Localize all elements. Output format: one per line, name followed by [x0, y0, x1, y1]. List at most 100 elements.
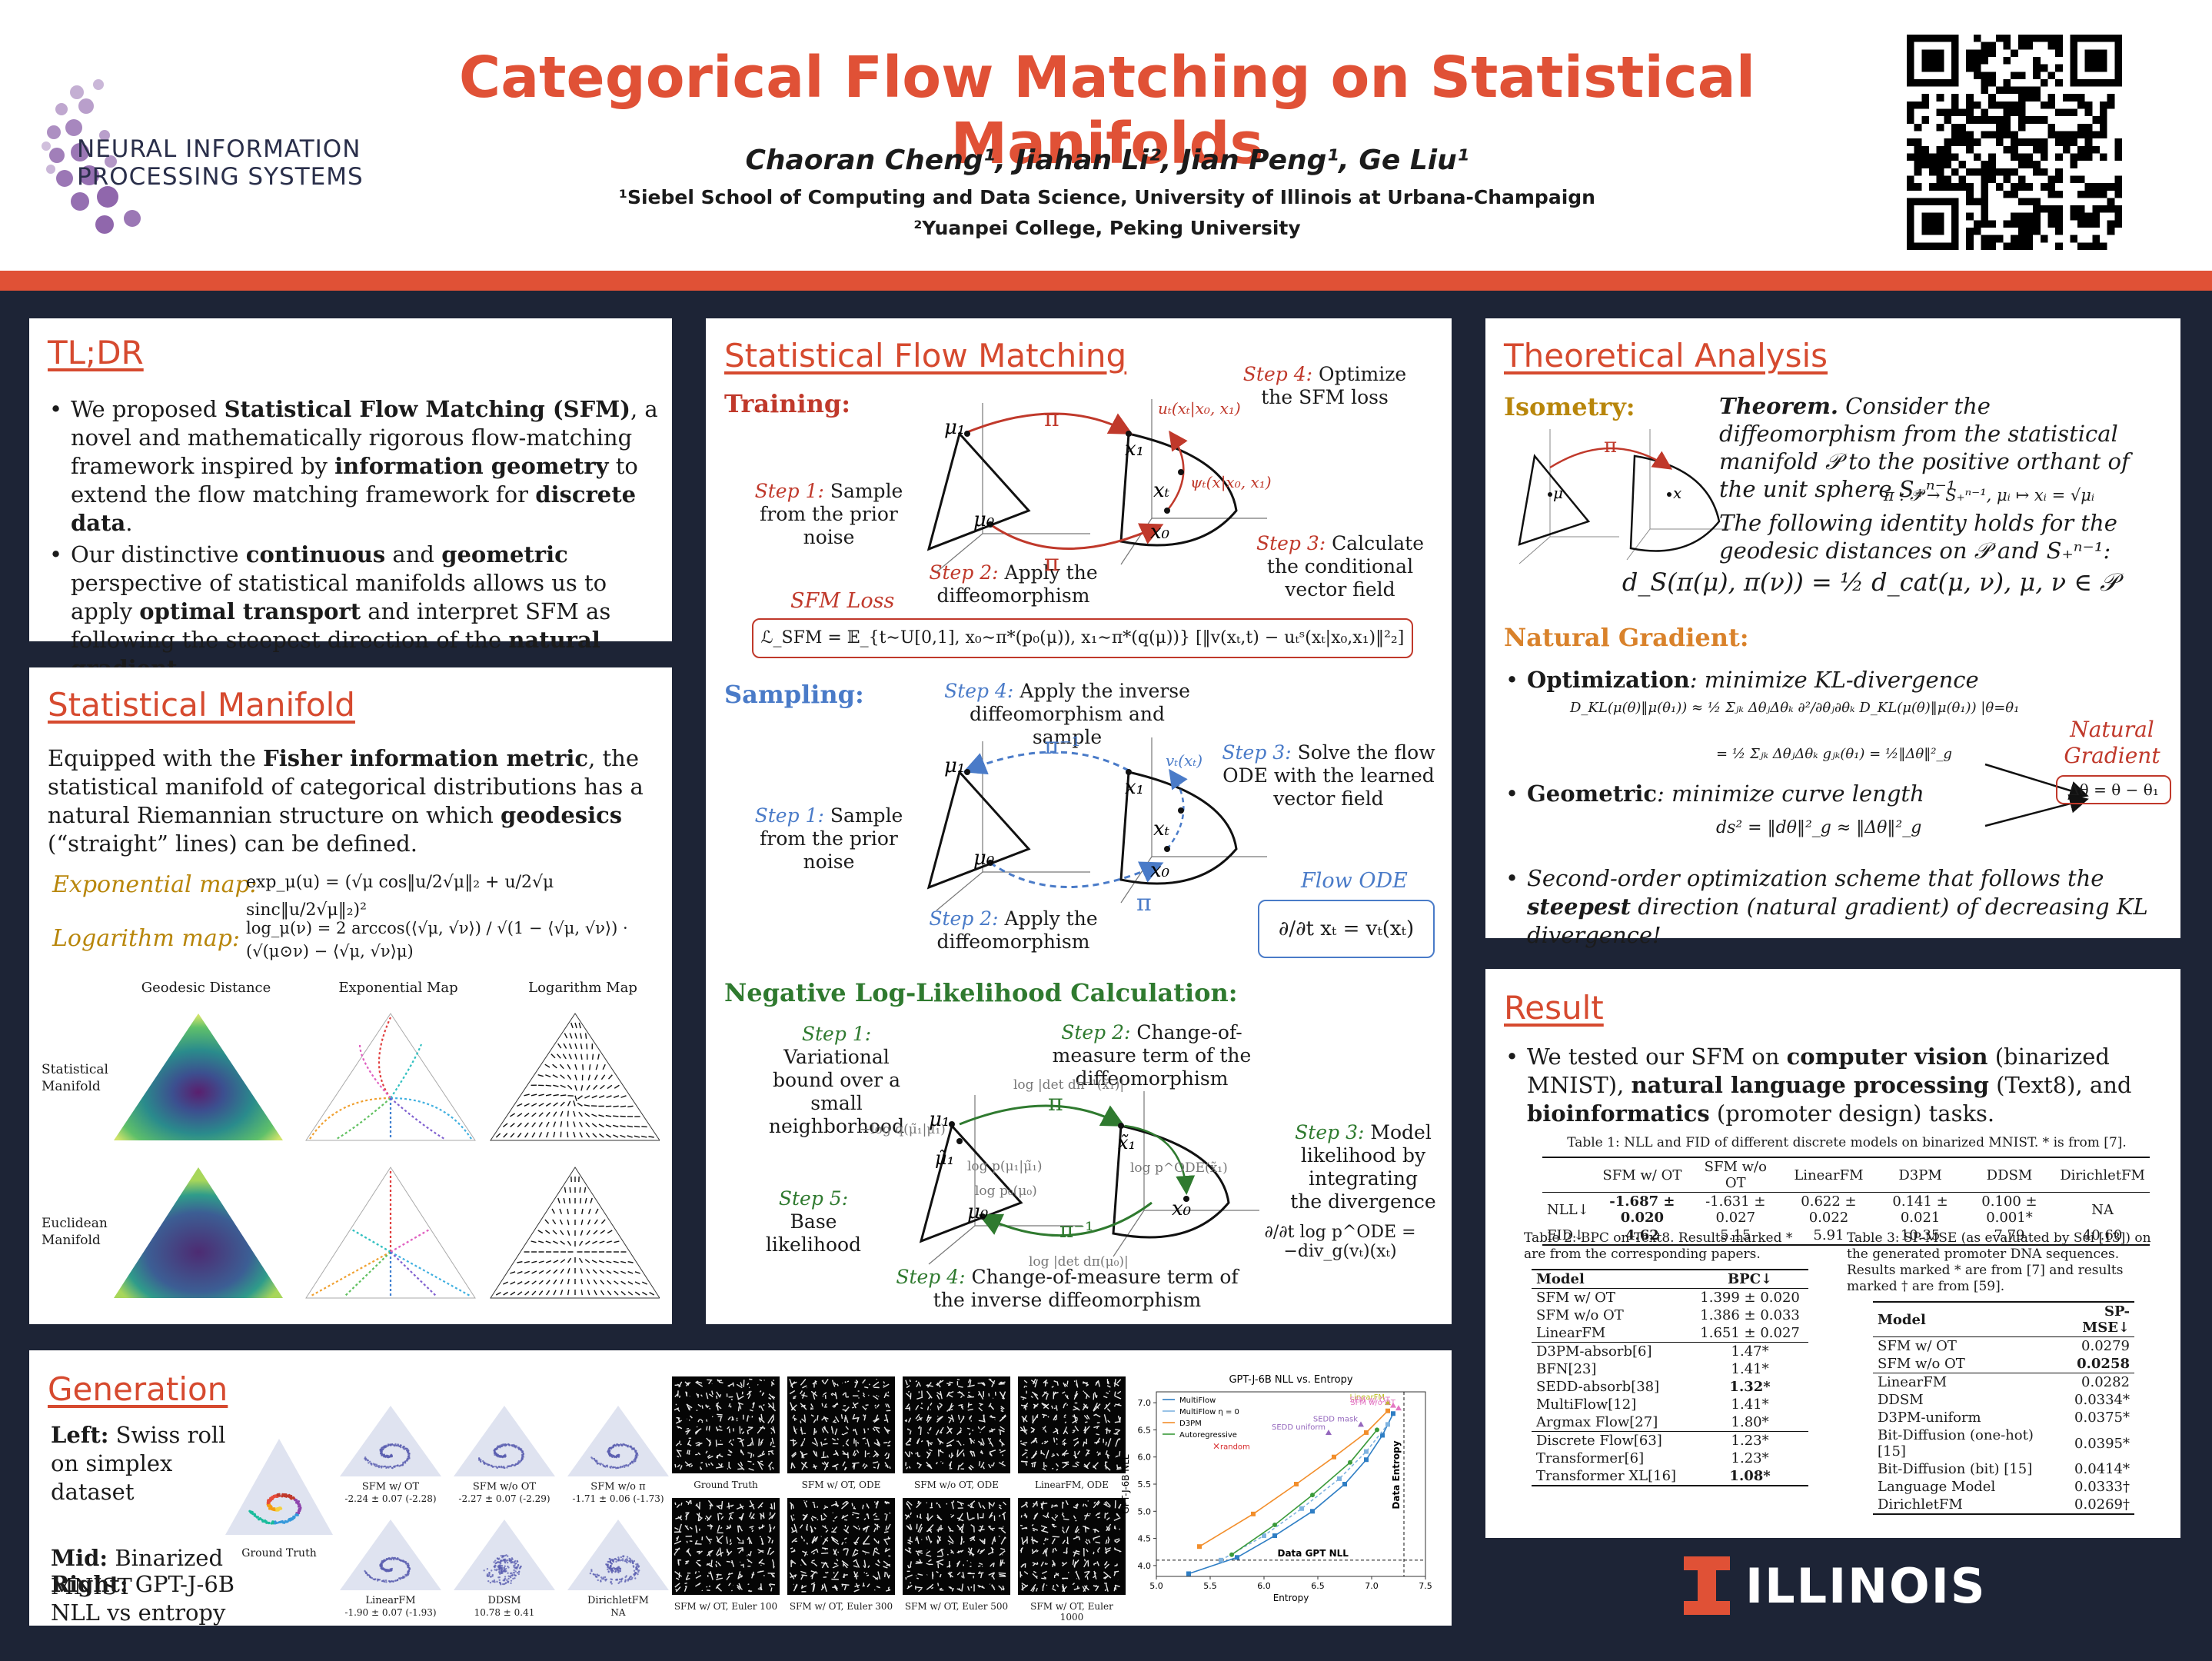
table-cell: 1.651 ± 0.027 [1700, 1325, 1800, 1341]
table-cell: 1.386 ± 0.033 [1700, 1307, 1800, 1323]
exp-map-formula: exp_μ(u) = (√μ cos‖u/2√μ‖₂ + u/2√μ sinc‖… [246, 873, 554, 920]
mnist-panel-label: SFM w/ OT, Euler 100 [674, 1601, 778, 1612]
exp-map-statistical-plot [305, 1013, 476, 1141]
table-cell: NA [2091, 1201, 2114, 1218]
table-cell: 1.23* [1731, 1450, 1769, 1466]
mnist-panel-label: SFM w/ OT, ODE [801, 1480, 881, 1490]
train-xt: xₜ [1153, 479, 1170, 502]
table-row: DDSM 0.0334* [1873, 1391, 2134, 1409]
table-row: MultiFlow[12] 1.41* [1532, 1396, 1808, 1413]
sample-pi: π [1136, 890, 1152, 917]
chart-point [1197, 1544, 1202, 1549]
table-row: SFM w/o OT 1.386 ± 0.033 [1532, 1306, 1808, 1324]
theory-title: Theoretical Analysis [1504, 337, 1828, 374]
table-cell: D3PM-uniform [1878, 1410, 1981, 1426]
log-map-statistical-plot [490, 1013, 660, 1141]
nll-x0: x₀ [1172, 1197, 1192, 1220]
mnist-panel-3: LinearFM, ODE [1018, 1376, 1126, 1492]
mnist-panel-4: SFM w/ OT, Euler 100 [672, 1498, 780, 1613]
mnist-panel-5: SFM w/ OT, Euler 300 [787, 1498, 895, 1613]
table-cell: 0.141 ± 0.021 [1892, 1193, 1948, 1226]
result-bullet: We tested our SFM on computer vision (bi… [1504, 1043, 2142, 1128]
swiss-roll-plot-5 [567, 1520, 669, 1590]
swiss-roll-plot-3 [340, 1520, 441, 1590]
table-row: SEDD-absorb[38] 1.32* [1532, 1378, 1808, 1396]
chart-x-tick-label: 6.0 [1257, 1581, 1271, 1591]
swiss-roll-result-4: DDSM 10.78 ± 0.41 [451, 1518, 558, 1626]
chart-marker [1326, 1429, 1332, 1435]
training-step-1: Step 1: Sample from the prior noise [754, 480, 903, 548]
flow-ode-label: Flow ODE [1301, 869, 1408, 893]
swiss-roll-method-label: SFM w/o OT [472, 1481, 537, 1493]
chart-y-tick-label: 6.0 [1138, 1453, 1152, 1463]
chart-point [1219, 1557, 1223, 1563]
train-x1: x₁ [1125, 438, 1144, 461]
sfm-title: Statistical Flow Matching [724, 337, 1127, 374]
table-cell: LinearFM [1536, 1325, 1606, 1341]
table1-header-cell: DirichletFM [2060, 1167, 2145, 1183]
col-label-geodesic: Geodesic Distance [141, 980, 271, 996]
table-cell: Bit-Diffusion (bit) [15] [1878, 1461, 2033, 1477]
table-cell: 1.32* [1729, 1379, 1771, 1395]
swiss-roll-result-1: SFM w/o OT -2.27 ± 0.07 (-2.29) [451, 1404, 558, 1512]
sfm-loss-label: SFM Loss [790, 589, 895, 613]
chart-y-tick-label: 5.0 [1138, 1506, 1152, 1516]
kl-approx-eq-2: = ½ Σⱼₖ ΔθⱼΔθₖ gⱼₖ(θ₁) = ½‖Δθ‖²_g [1716, 746, 1952, 762]
chart-x-tick-label: 7.0 [1365, 1581, 1379, 1591]
chart-x-tick-label: 5.0 [1149, 1581, 1163, 1591]
swiss-roll-nll-value: 10.78 ± 0.41 [474, 1607, 535, 1618]
logo-line-2: PROCESSING SYSTEMS [77, 163, 364, 191]
nll-x1-tilde: x̃₁ [1118, 1132, 1136, 1153]
sampling-diagram: μ₁ μ₀ x₁ x₀ xₜ π⁻¹ π vₜ(xₜ) [926, 733, 1267, 917]
chart-y-tick-label: 5.5 [1138, 1480, 1152, 1490]
nll-mu1: μ₁ [929, 1108, 950, 1131]
table-cell: SFM w/ OT [1536, 1290, 1615, 1306]
train-mu1: μ₁ [944, 416, 965, 439]
train-x0: x₀ [1150, 521, 1170, 544]
table-cell: SFM w/o OT [1536, 1307, 1624, 1323]
table1-header-cell: DDSM [1986, 1167, 2033, 1183]
table-cell: Transformer XL[16] [1536, 1468, 1677, 1484]
chart-marker [1358, 1421, 1364, 1427]
iso-pi: π [1604, 434, 1617, 458]
sampling-step-2: Step 2: Apply the diffeomorphism [929, 907, 1098, 953]
qr-code-icon[interactable] [1907, 31, 2122, 254]
chart-vline-label: Data Entropy [1391, 1440, 1402, 1509]
poster-title: Categorical Flow Matching on Statistical… [458, 45, 1756, 177]
table-cell: 40.60 [2082, 1227, 2123, 1243]
mnist-panel-label: SFM w/ OT, Euler 1000 [1030, 1601, 1113, 1623]
neurips-logo-text: NEURAL INFORMATION PROCESSING SYSTEMS [77, 135, 364, 191]
table-cell: LinearFM [1878, 1374, 1948, 1390]
theorem-text: Theorem. Consider the diffeomorphism fro… [1719, 393, 2130, 502]
poster-header: NEURAL INFORMATION PROCESSING SYSTEMS Ca… [0, 0, 2212, 271]
mnist-panel-label: Ground Truth [694, 1480, 758, 1490]
nll-step-2: Step 2: Change-of-measure term of the di… [1052, 1021, 1252, 1090]
mnist-samples-image [787, 1376, 895, 1473]
swiss-roll-nll-value: -2.24 ± 0.07 (-2.28) [344, 1493, 437, 1504]
delta-theta-box: Δθ = θ − θ₁ [2056, 775, 2171, 804]
manifold-figure-grid [114, 1013, 660, 1299]
chart-point [1310, 1493, 1315, 1498]
statistical-manifold-panel: Statistical Manifold Equipped with the F… [29, 667, 672, 1324]
chart-point [1375, 1427, 1379, 1433]
generation-mid-desc: Mid: Binarized MNIST [51, 1545, 224, 1599]
swiss-roll-result-5: DirichletFM NA [564, 1518, 672, 1626]
theory-panel: Theoretical Analysis Isometry: μ x π The… [1485, 318, 2180, 948]
chart-marker: × [1212, 1441, 1220, 1452]
table-row: Transformer[6] 1.23* [1532, 1450, 1808, 1467]
sampling-step-4: Step 4: Apply the inverse diffeomorphism… [944, 680, 1190, 748]
nll-logdet: log |det dπ(μ₀)| [1029, 1254, 1129, 1270]
affiliation-1: ¹Siebel School of Computing and Data Sci… [619, 186, 1595, 208]
natural-gradient-label: Natural Gradient [2064, 717, 2160, 768]
chart-point [1364, 1449, 1369, 1454]
table-row: Language Model 0.0333† [1873, 1478, 2134, 1496]
mnist-panel-label: SFM w/o OT, ODE [914, 1480, 999, 1490]
table1-header-cell: SFM w/ OT [1602, 1167, 1682, 1183]
geodesic-euclidean-plot [114, 1167, 283, 1298]
sample-v-field: vₜ(xₜ) [1166, 751, 1202, 770]
mnist-samples-image [787, 1498, 895, 1595]
swiss-roll-result-2: SFM w/o π -1.71 ± 0.06 (-1.73) [564, 1404, 672, 1512]
chart-point [1299, 1506, 1304, 1511]
table-cell: 10.35 [1900, 1227, 1941, 1243]
table-cell: FID↓ [1547, 1227, 1585, 1243]
